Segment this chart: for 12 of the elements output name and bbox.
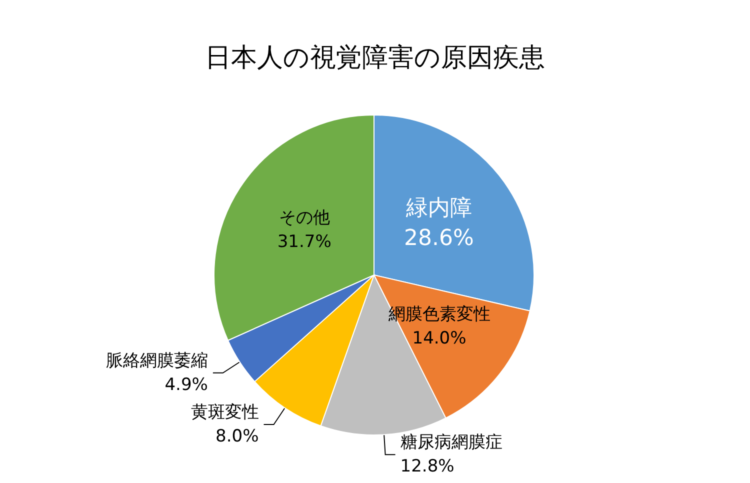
- data-label: 31.7%: [277, 232, 332, 252]
- data-label: 28.6%: [404, 226, 474, 251]
- data-label: 12.8%: [400, 456, 454, 477]
- slice-label: 脈絡網膜萎縮: [106, 350, 208, 371]
- data-label: 4.9%: [164, 374, 208, 395]
- chart-title: 日本人の視覚障害の原因疾患: [205, 43, 545, 73]
- slice-label: その他: [278, 208, 330, 228]
- slice-label: 糖尿病網膜症: [400, 432, 502, 453]
- slice-label: 黄斑変性: [190, 402, 259, 423]
- data-label: 8.0%: [216, 426, 259, 447]
- slice-label: 緑内障: [404, 196, 472, 221]
- data-label: 14.0%: [412, 328, 466, 348]
